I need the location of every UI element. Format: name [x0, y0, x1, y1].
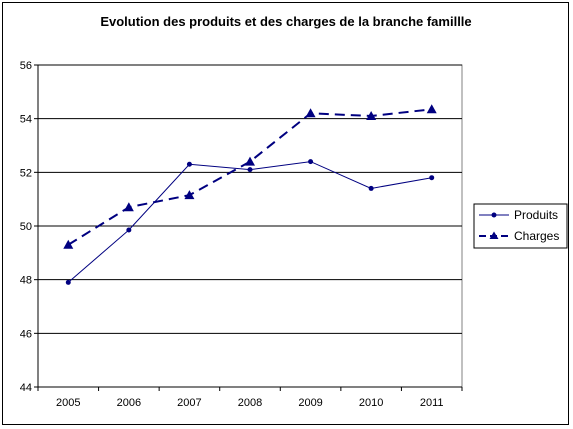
x-tick-label: 2006 [117, 397, 141, 409]
x-tick-label: 2009 [298, 397, 322, 409]
x-tick-label: 2010 [359, 397, 383, 409]
data-point-produits [126, 227, 132, 233]
data-point-charges [366, 110, 377, 120]
gridlines [38, 64, 462, 334]
data-point-produits [186, 161, 192, 167]
series-layer [63, 104, 437, 285]
data-point-charges [123, 202, 134, 212]
y-tick-label: 48 [20, 275, 32, 287]
data-point-charges [63, 239, 74, 249]
legend-box [473, 203, 568, 249]
data-point-charges [245, 156, 255, 166]
legend: Produits Charges [473, 203, 568, 249]
y-tick-label: 52 [20, 167, 32, 179]
y-tick-label: 54 [20, 114, 32, 126]
x-tick-label: 2011 [420, 397, 444, 409]
x-tick-label: 2005 [56, 397, 80, 409]
x-axis-ticks: 2005 2006 2007 2008 2009 2010 2011 [37, 387, 463, 409]
x-tick-label: 2007 [177, 397, 201, 409]
legend-produits-label: Produits [514, 208, 558, 222]
legend-produits-marker [491, 212, 497, 218]
y-tick-label: 50 [20, 221, 32, 233]
y-tick-label: 46 [20, 328, 32, 340]
data-point-produits [65, 279, 71, 285]
data-point-charges [305, 108, 316, 118]
chart-title: Evolution des produits et des charges de… [100, 14, 471, 29]
y-axis-ticks: 44 46 48 50 52 54 56 [20, 60, 38, 394]
data-point-produits [368, 185, 374, 191]
data-point-produits [429, 175, 435, 181]
y-tick-label: 56 [20, 60, 32, 72]
data-point-charges [426, 104, 437, 114]
data-point-produits [308, 159, 314, 165]
x-tick-label: 2008 [238, 397, 262, 409]
legend-charges-label: Charges [514, 229, 559, 243]
data-point-charges [184, 190, 195, 200]
data-point-produits [247, 167, 253, 173]
legend-charges-marker [489, 231, 499, 239]
y-tick-label: 44 [20, 382, 32, 394]
